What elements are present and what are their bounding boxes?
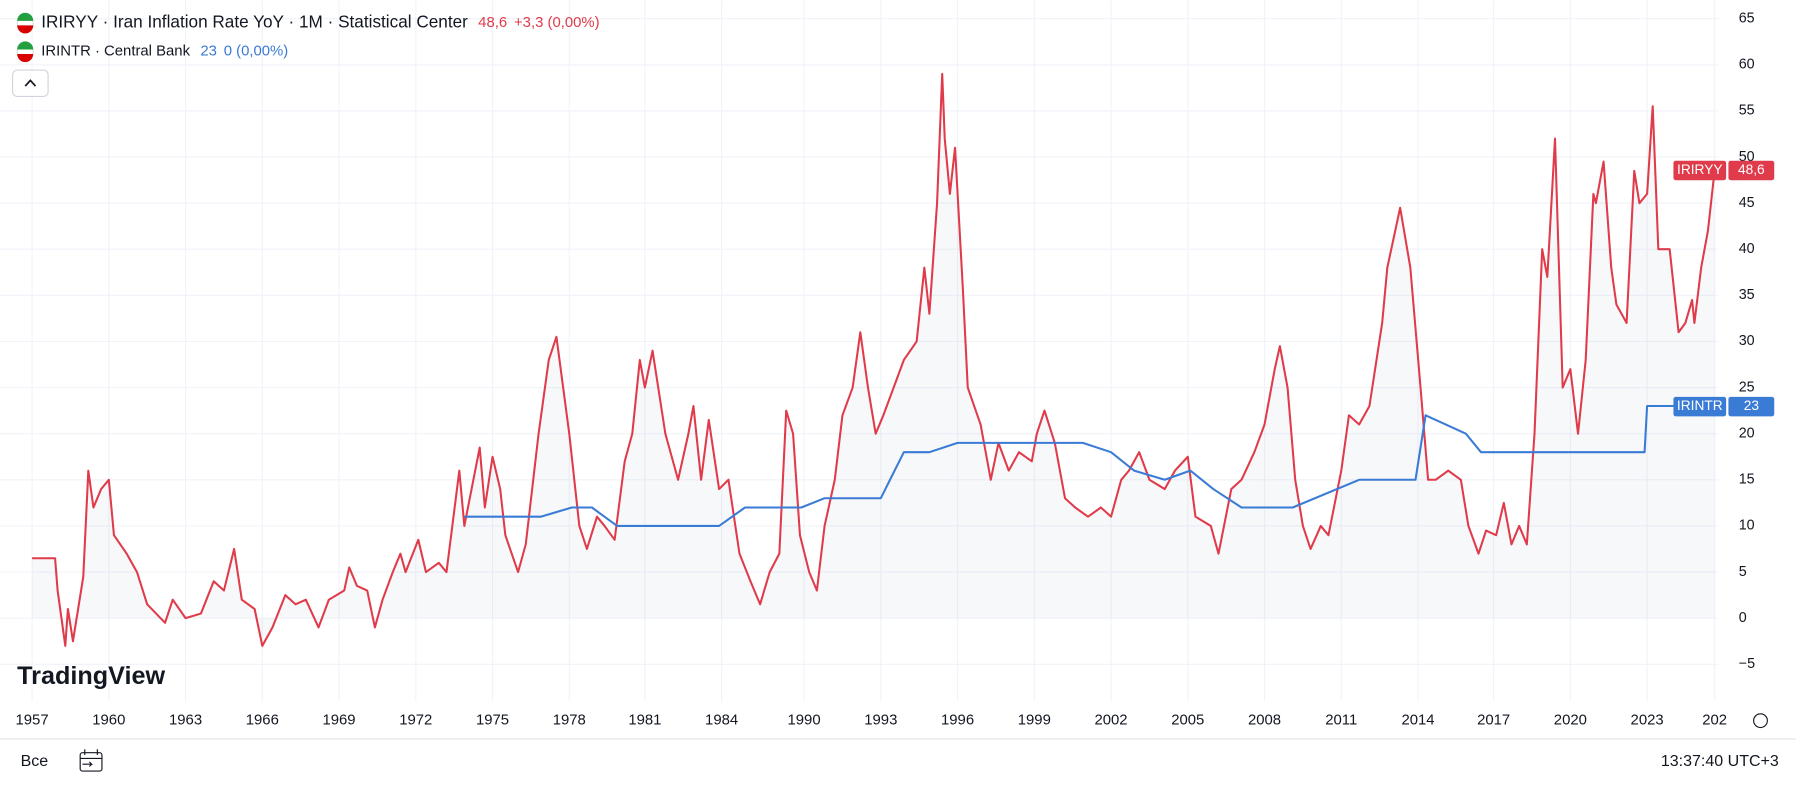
legend-label: IRIRYY · Iran Inflation Rate YoY · 1M · … [41, 12, 468, 32]
x-tick-label: 2005 [1171, 713, 1204, 729]
y-tick-label: 15 [1739, 472, 1755, 488]
x-tick-label: 1993 [864, 713, 897, 729]
x-tick-label: 2014 [1401, 713, 1434, 729]
y-tick-label: 10 [1739, 518, 1755, 534]
legend-value: 23 [200, 44, 217, 60]
x-tick-label: 2017 [1477, 713, 1510, 729]
legend-row: IRIRYY · Iran Inflation Rate YoY · 1M · … [16, 12, 600, 34]
legend-value: 48,6 [478, 15, 507, 31]
range-button[interactable]: Все [21, 752, 49, 770]
y-tick-label: 25 [1739, 379, 1755, 395]
y-tick-label: 30 [1739, 333, 1755, 349]
badge-name-bg [1673, 160, 1727, 181]
button-frame[interactable] [12, 69, 49, 97]
y-tick-label: 35 [1739, 287, 1755, 303]
y-tick-label: 45 [1739, 195, 1755, 211]
x-tick-label: 1966 [246, 713, 279, 729]
x-tick-label: 2020 [1554, 713, 1587, 729]
legend-label: IRINTR · Central Bank [41, 44, 190, 60]
x-tick-label: 1984 [705, 713, 738, 729]
x-tick-label: 1981 [628, 713, 661, 729]
y-tick-label: 0 [1739, 610, 1747, 626]
series-line [464, 404, 1715, 527]
flag-red [17, 54, 34, 63]
badge-name-bg [1673, 396, 1727, 417]
x-tick-label: 1978 [553, 713, 586, 729]
x-tick-label: 1960 [92, 713, 125, 729]
x-tick-label: 2008 [1248, 713, 1281, 729]
legend-change: +3,3 (0,00%) [514, 15, 600, 31]
calendar-frame[interactable] [79, 752, 103, 772]
y-tick-label: 5 [1739, 564, 1747, 580]
x-tick-label: 2023 [1631, 713, 1664, 729]
y-tick-label: 55 [1739, 103, 1755, 119]
badge-name: IRINTR [1677, 398, 1723, 413]
legend-row: IRINTR · Central Bank 23 0 (0,00%) [16, 41, 289, 63]
price-badge: IRINTR 23 [1673, 396, 1775, 417]
x-tick-label: 202 [1702, 713, 1727, 729]
y-tick-label: 60 [1739, 57, 1755, 73]
x-tick-label: 1975 [476, 713, 509, 729]
x-tick-label: 1999 [1018, 713, 1051, 729]
x-tick-label: 1996 [941, 713, 974, 729]
collapse-button[interactable] [12, 69, 49, 97]
badge-name: IRIRYY [1677, 162, 1723, 177]
flag-green [17, 41, 34, 50]
badge-value-bg [1728, 396, 1775, 417]
x-tick-label: 1990 [788, 713, 821, 729]
badge-value: 23 [1744, 398, 1760, 413]
badge-value: 48,6 [1738, 162, 1765, 177]
y-tick-label: 40 [1739, 241, 1755, 257]
y-tick-label: 20 [1739, 425, 1755, 441]
chevron-icon[interactable] [24, 79, 37, 87]
clock: 13:37:40 UTC+3 [1661, 752, 1779, 770]
price-badge: IRIRYY 48,6 [1673, 160, 1775, 181]
grid [0, 0, 1719, 702]
x-tick-label: 2011 [1325, 713, 1357, 729]
logo: TradingView [17, 662, 165, 690]
x-tick-label: 1972 [399, 713, 432, 729]
x-tick-label: 1969 [322, 713, 355, 729]
legend-change: 0 (0,00%) [224, 44, 289, 60]
series-line [32, 72, 1716, 647]
settings-icon[interactable] [1753, 713, 1768, 729]
flag-green [17, 12, 34, 21]
calendar-lines[interactable] [80, 749, 102, 767]
x-tick-label: 1957 [16, 713, 49, 729]
x-tick-label: 2002 [1094, 713, 1127, 729]
date-range-icon[interactable] [79, 749, 103, 772]
x-tick-label: 1963 [169, 713, 202, 729]
badge-value-bg [1728, 160, 1775, 181]
flag-red [17, 25, 34, 34]
y-tick-label: −5 [1739, 656, 1755, 672]
y-tick-label: 65 [1739, 10, 1755, 26]
area-fill [32, 73, 1715, 646]
